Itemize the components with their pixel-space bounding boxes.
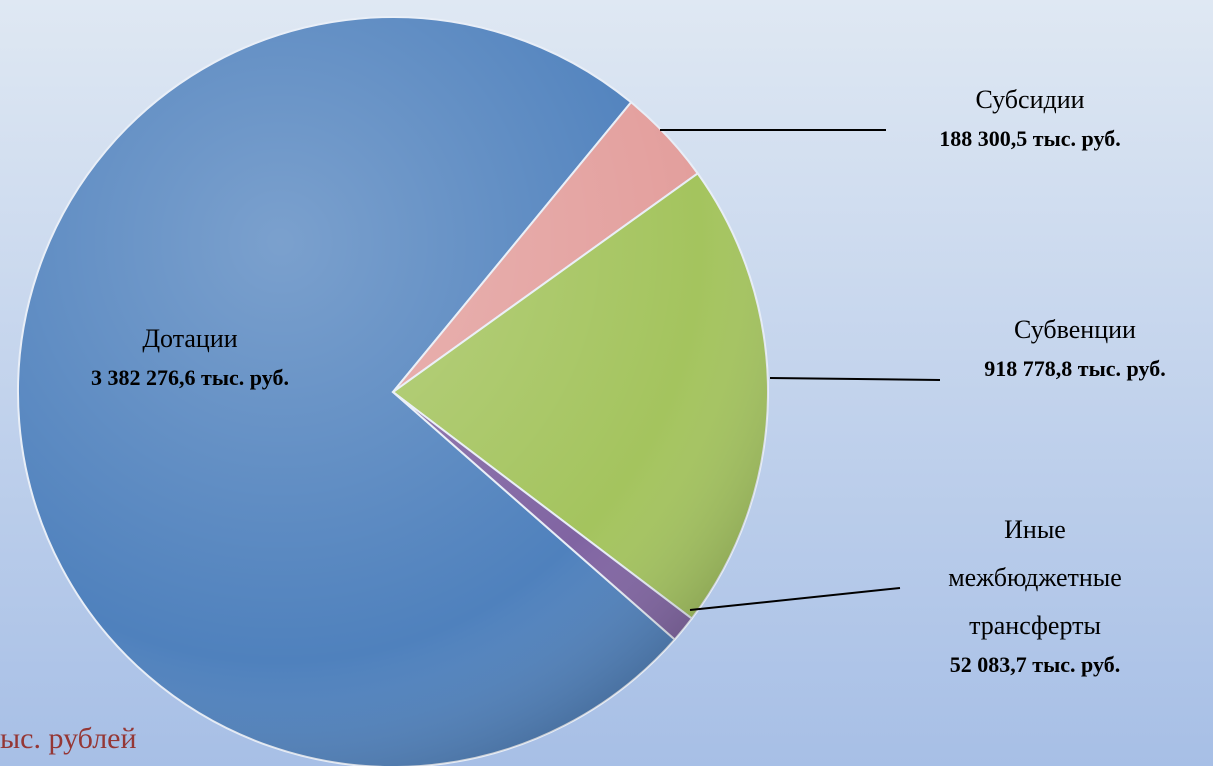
category-label: Субвенции [1014,315,1136,344]
label: Субсидии 188 300,5 тыс. руб. [939,76,1120,154]
leader-line [769,377,941,381]
label: Иные межбюджетные трансферты 52 083,7 ты… [945,506,1125,680]
category-label: Иные межбюджетные трансферты [948,515,1122,640]
leader-line [689,587,901,611]
value-label: 918 778,8 тыс. руб. [984,356,1166,381]
value-label: 3 382 276,6 тыс. руб. [91,365,289,390]
category-label: Субсидии [975,85,1085,114]
value-label: 188 300,5 тыс. руб. [939,126,1121,151]
footnote: ыс. рублей [0,722,137,755]
label: Субвенции 918 778,8 тыс. руб. [984,306,1165,384]
category-label: Дотации [142,324,238,353]
value-label: 52 083,7 тыс. руб. [949,652,1121,677]
label: Дотации 3 382 276,6 тыс. руб. [91,315,289,393]
